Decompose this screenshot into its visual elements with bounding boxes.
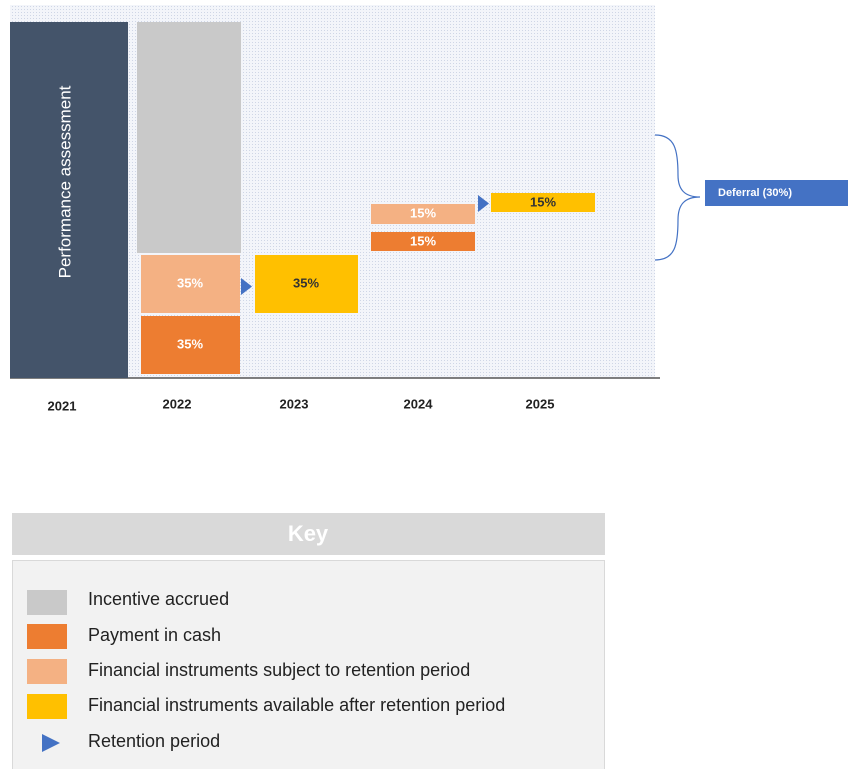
key-swatch <box>27 590 67 615</box>
block-label: 15% <box>410 233 436 248</box>
retention-arrow <box>478 195 489 212</box>
block-label: 15% <box>530 194 556 209</box>
key-item: Financial instruments subject to retenti… <box>88 660 470 680</box>
block-label: 35% <box>293 275 319 290</box>
retention-arrow <box>241 278 252 295</box>
retention-block <box>371 204 475 224</box>
deferral-box <box>705 180 848 206</box>
key-item: Financial instruments available after re… <box>88 695 505 715</box>
key-body <box>12 560 605 769</box>
block-label: 35% <box>177 336 203 351</box>
side-label: Performance assessment <box>55 85 74 278</box>
assessment-block <box>10 22 128 378</box>
key-item: Payment in cash <box>88 625 221 645</box>
block-label: 15% <box>410 205 436 220</box>
block-label: 35% <box>177 275 203 290</box>
year-label: 2023 <box>280 396 309 411</box>
retention-block <box>141 255 240 313</box>
key-title: Key <box>288 521 329 546</box>
key-swatch <box>27 624 67 649</box>
brace <box>654 134 701 261</box>
year-label: 2021 <box>48 398 77 413</box>
key-item: Incentive accrued <box>88 589 229 609</box>
accrued-block <box>137 22 241 253</box>
cash-block <box>371 232 475 251</box>
key-item: Retention period <box>88 731 220 751</box>
cash-block <box>141 316 240 374</box>
year-label: 2024 <box>404 396 434 411</box>
available-block <box>255 255 358 313</box>
key-swatch <box>27 659 67 684</box>
key-arrow <box>42 734 60 752</box>
available-block <box>491 193 595 212</box>
key-header <box>12 513 605 555</box>
key-swatch <box>27 694 67 719</box>
year-label: 2022 <box>163 396 192 411</box>
deferral-label: Deferral (30%) <box>718 187 792 199</box>
year-label: 2025 <box>526 396 555 411</box>
